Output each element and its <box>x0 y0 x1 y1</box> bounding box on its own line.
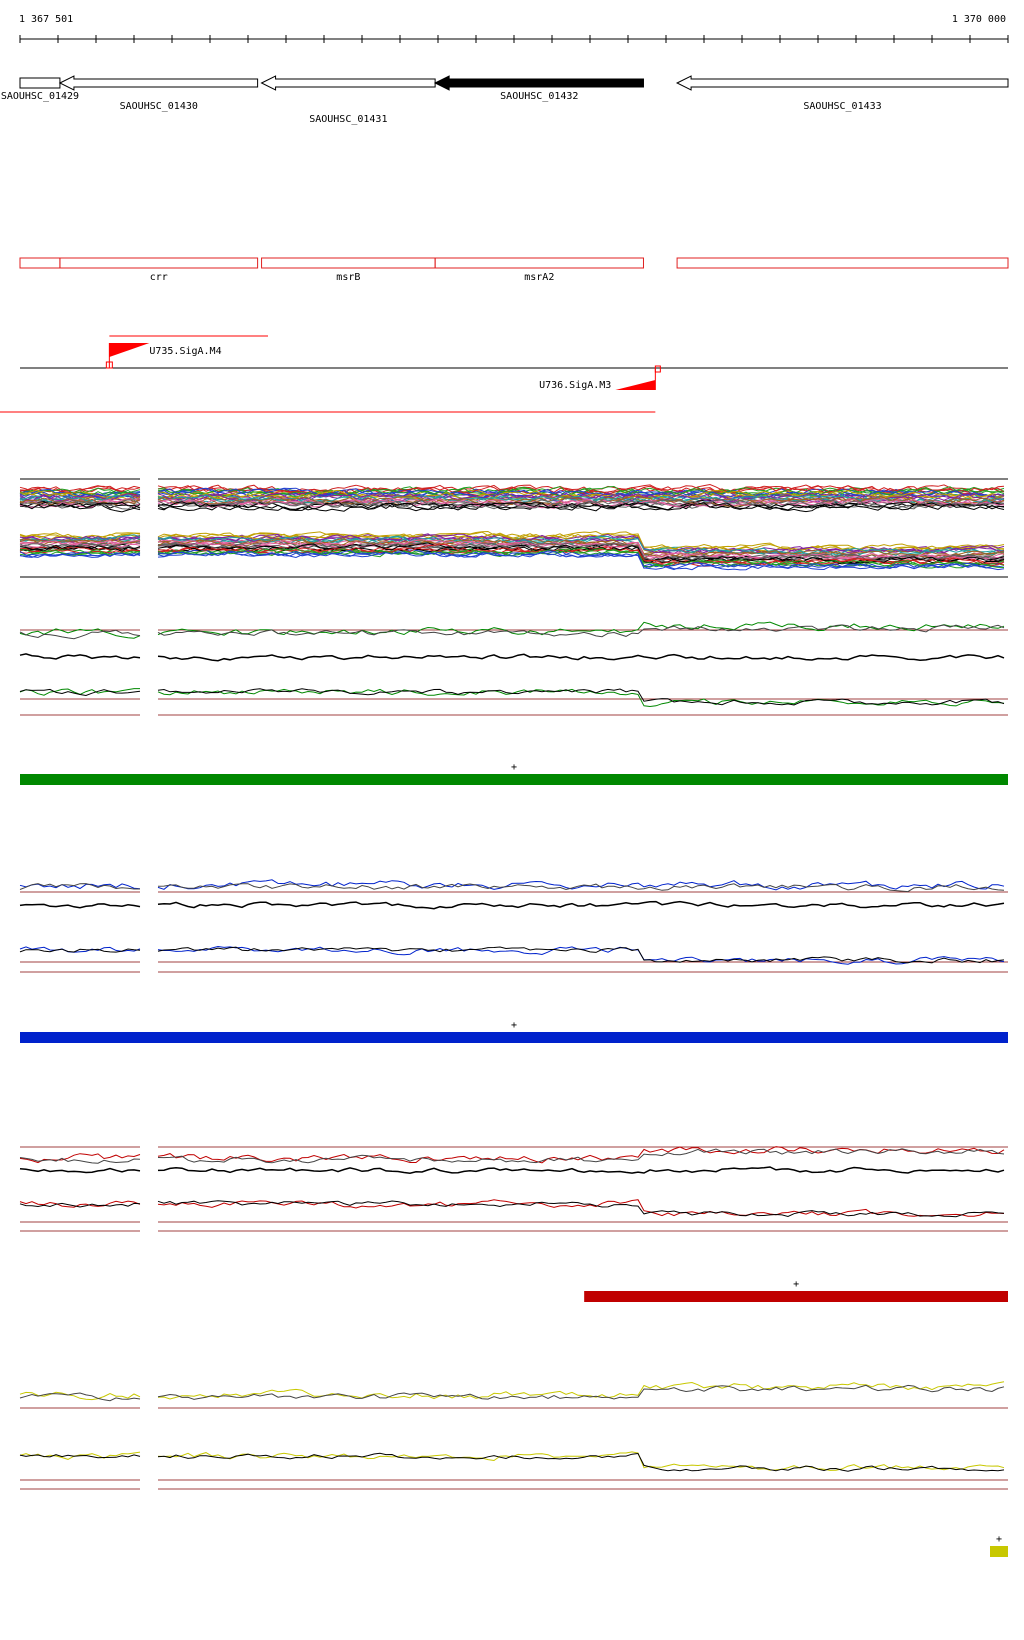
expression-profile <box>19 537 1005 559</box>
expression-track-yellow <box>19 1381 1008 1490</box>
ruler-start-label: 1 367 501 <box>19 14 73 25</box>
segment-bar <box>584 1291 1008 1302</box>
promoter-label: U736.SigA.M3 <box>539 380 611 391</box>
gene-name-track: crr msrB msrA2 <box>19 257 1009 283</box>
gene-name-box <box>59 257 259 269</box>
expression-profile-blue <box>19 879 1005 891</box>
ruler-ticks <box>19 35 1009 43</box>
segment-bar-yellow: + <box>990 1534 1008 1557</box>
expression-profile-reference <box>19 883 1005 893</box>
gene-label: SAOUHSC_01429 <box>1 91 79 102</box>
gene-SAOUHSC_01429 <box>19 77 61 89</box>
segment-bar-blue: + <box>20 1020 1008 1043</box>
gene-name-box <box>676 257 1009 269</box>
segment-bar <box>20 1032 1008 1043</box>
coordinate-ruler: 1 367 501 1 370 000 <box>19 14 1009 43</box>
gene-SAOUHSC_01431 <box>260 75 436 91</box>
expression-profile-reference <box>19 1200 1005 1218</box>
gene-SAOUHSC_01432 <box>434 75 644 91</box>
expression-profile-reference <box>19 1148 1005 1164</box>
promoter-tss <box>654 365 661 373</box>
gene-label: SAOUHSC_01430 <box>120 101 198 112</box>
gene-name-label: msrA2 <box>524 272 554 283</box>
expression-profile-reference <box>19 688 1005 706</box>
promoter-arrow <box>615 380 656 390</box>
segment-strand-label: + <box>511 1020 517 1031</box>
expression-profile-red <box>19 1199 1005 1217</box>
expression-profile <box>19 549 1005 571</box>
expression-profile-yellow <box>19 1451 1005 1471</box>
segment-bar-red: + <box>584 1279 1008 1302</box>
expression-profile-mean <box>19 653 1005 662</box>
expression-profile-reference <box>19 624 1005 640</box>
segment-bar-green: + <box>20 762 1008 785</box>
expression-track-all-conditions <box>19 478 1008 578</box>
segment-bar <box>990 1546 1008 1557</box>
expression-profile-yellow <box>19 1381 1005 1401</box>
expression-profile <box>19 501 1005 512</box>
gene-track: SAOUHSC_01429 SAOUHSC_01430 SAOUHSC_01431 S… <box>1 75 1009 125</box>
segment-bar <box>20 774 1008 785</box>
gene-name-box <box>19 257 61 269</box>
segment-strand-label: + <box>996 1534 1002 1545</box>
expression-profile <box>19 499 1005 510</box>
promoter-tss <box>105 361 113 369</box>
gene-label: SAOUHSC_01432 <box>500 91 578 102</box>
expression-profile-reference <box>19 946 1005 964</box>
expression-track-blue <box>19 879 1008 973</box>
expression-profile-reference <box>19 1452 1005 1472</box>
expression-track-red <box>19 1146 1008 1232</box>
promoter-arrow <box>109 343 150 357</box>
gene-name-box <box>434 257 644 269</box>
expression-profile <box>19 549 1005 571</box>
segment-strand-label: + <box>511 762 517 773</box>
gene-name-label: msrB <box>336 272 360 283</box>
expression-profile-mean <box>19 900 1005 910</box>
expression-profile-reference <box>19 1384 1005 1402</box>
promoter-track: U735.SigA.M4 U736.SigA.M3 <box>0 335 1008 413</box>
gene-label: SAOUHSC_01433 <box>803 101 881 112</box>
expression-profile <box>19 539 1005 561</box>
ruler-end-label: 1 370 000 <box>952 14 1006 25</box>
gene-name-box <box>261 257 436 269</box>
expression-profile-green <box>19 621 1005 639</box>
gene-SAOUHSC_01433 <box>675 75 1009 91</box>
gene-SAOUHSC_01430 <box>58 75 259 91</box>
promoter-label: U735.SigA.M4 <box>149 346 221 357</box>
gene-name-label: crr <box>150 272 168 283</box>
segment-strand-label: + <box>793 1279 799 1290</box>
gene-label: SAOUHSC_01431 <box>309 114 387 125</box>
expression-profile-mean <box>19 1166 1005 1174</box>
expression-track-green <box>19 621 1008 716</box>
